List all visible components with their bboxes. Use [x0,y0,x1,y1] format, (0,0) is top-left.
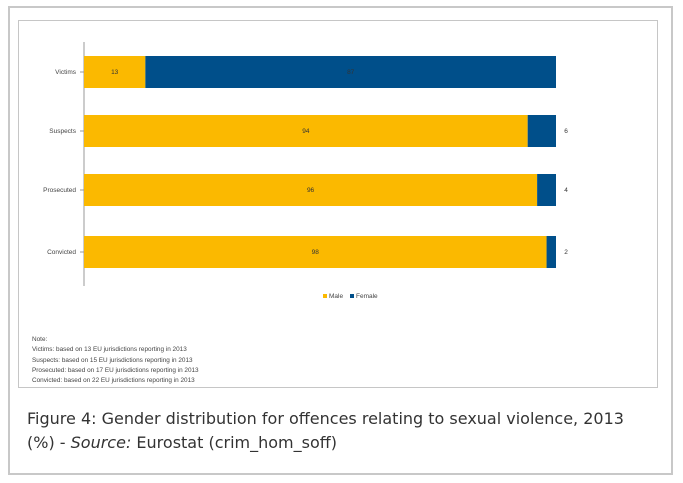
bar-male-convicted [84,236,547,268]
caption-source-label: Source: [70,433,132,452]
bar-male-victims [84,56,146,88]
data-label-female-convicted: 2 [564,249,568,256]
category-label-prosecuted: Prosecuted [43,187,76,194]
note-line-convicted: Convicted: based on 22 EU jurisdictions … [32,377,195,385]
figure-caption: Figure 4: Gender distribution for offenc… [27,407,647,455]
caption-source-text: Eurostat (crim_hom_soff) [131,433,338,452]
data-label-female-victims: 87 [347,69,355,76]
figure-frame [8,6,673,475]
legend-swatch-female [350,294,354,298]
bar-male-prosecuted [84,174,538,206]
bar-male-suspects [84,115,528,147]
bar-female-convicted [546,236,556,268]
data-label-female-prosecuted: 4 [564,187,568,194]
data-label-male-victims: 13 [111,69,119,76]
category-label-convicted: Convicted [47,249,76,256]
note-line-prosecuted: Prosecuted: based on 17 EU jurisdictions… [32,366,199,374]
bar-female-prosecuted [537,174,556,206]
data-label-male-suspects: 94 [302,128,310,135]
category-label-victims: Victims [55,69,77,76]
category-label-suspects: Suspects [49,128,76,135]
legend-label-male: Male [329,293,343,300]
data-label-female-suspects: 6 [564,128,568,135]
notes-heading: Note: [32,336,48,343]
chart-notes: Note: Victims: based on 13 EU jurisdicti… [32,335,199,386]
caption-title: Figure 4: Gender distribution for offenc… [27,409,624,452]
data-label-male-convicted: 98 [312,249,320,256]
bar-female-victims [145,56,557,88]
note-line-suspects: Suspects: based on 15 EU jurisdictions r… [32,356,193,364]
legend-label-female: Female [356,293,378,300]
data-label-male-prosecuted: 96 [307,187,315,194]
note-line-victims: Victims: based on 13 EU jurisdictions re… [32,346,187,354]
bar-female-suspects [527,115,556,147]
legend-swatch-male [323,294,327,298]
